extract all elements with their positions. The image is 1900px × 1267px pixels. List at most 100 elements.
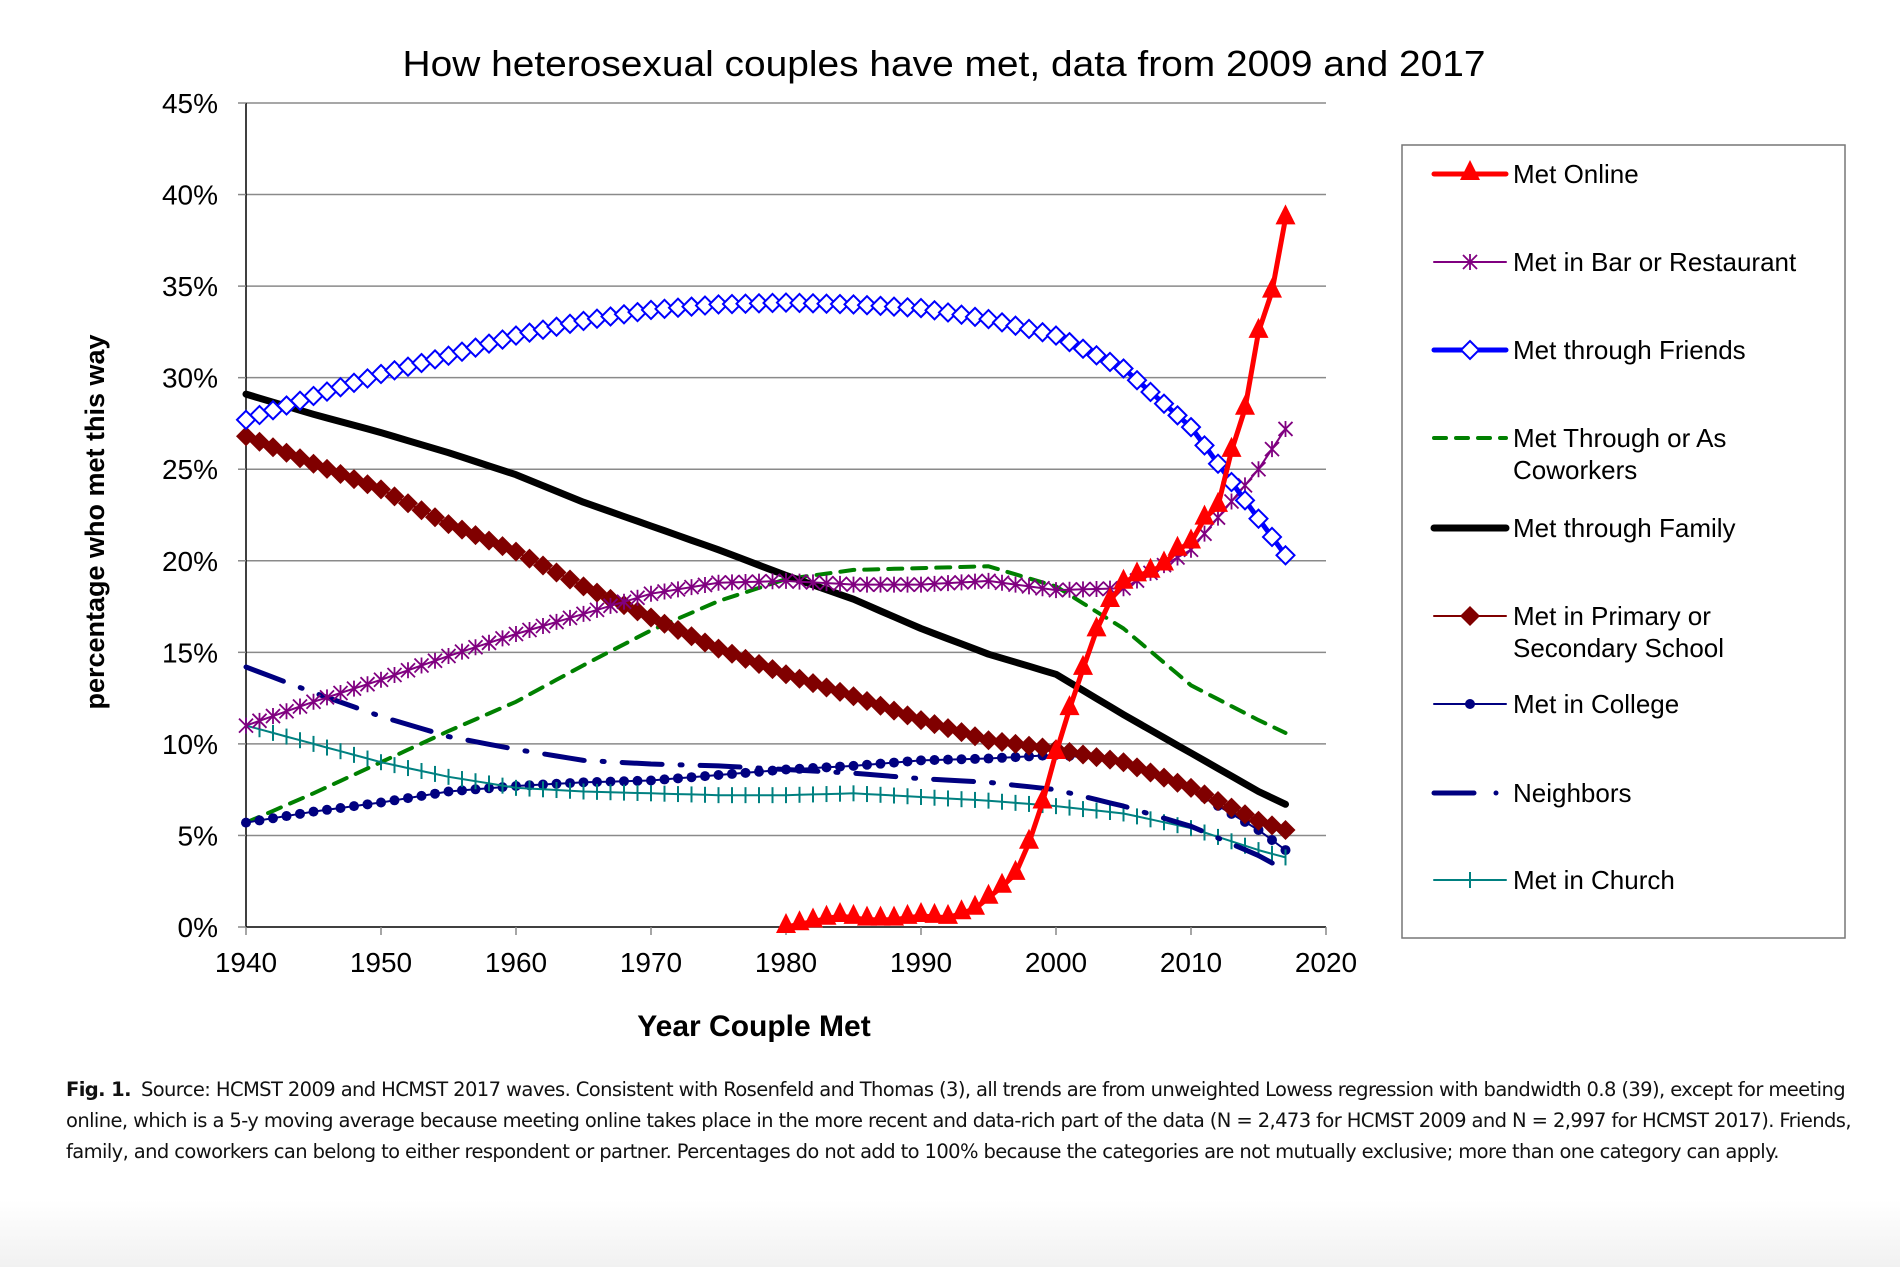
diamond-marker [1261,526,1283,548]
y-tick-label: 35% [162,271,218,302]
x-tick-label: 1960 [485,947,547,978]
asterisk-marker [940,575,956,592]
x-axis-ticks: 1940 1950 1960 1970 1980 1990 2000 2010 2020 [215,927,1357,978]
circle-marker [1010,752,1021,763]
diamond-marker [910,297,932,319]
asterisk-marker [1250,461,1267,478]
x-tick-label: 1970 [620,947,682,978]
y-tick-label: 25% [162,454,218,485]
circle-marker [443,786,454,797]
diamond-marker [398,493,418,514]
diamond-marker [924,299,945,321]
circle-marker [700,771,710,782]
series-lines [235,204,1296,933]
diamond-marker [1086,747,1107,768]
x-tick-label: 2000 [1025,947,1087,978]
circle-marker [727,768,737,779]
series-met-through-or-as-coworkers [244,564,1288,825]
circle-marker [646,775,656,786]
triangle-marker [1032,788,1053,809]
diamond-marker [964,306,986,328]
diamond-marker [1072,338,1094,360]
asterisk-marker [319,689,335,706]
asterisk-marker [1034,580,1051,597]
circle-marker [902,756,913,767]
circle-marker [362,799,373,810]
line-chart: How heterosexual couples have met, data … [80,43,1846,1043]
diamond-marker [1235,804,1255,825]
series-met-through-friends [235,292,1296,566]
circle-marker [403,793,413,804]
asterisk-marker [1061,581,1078,598]
diamond-marker [371,479,391,500]
circle-marker [349,801,359,812]
y-tick-label: 30% [162,363,218,394]
asterisk-marker [1021,578,1037,595]
series-line [245,724,1287,859]
legend-label: Met through Friends [1513,335,1746,365]
circle-marker [470,784,481,795]
triangle-marker [1208,491,1228,512]
circle-marker [686,772,697,783]
triangle-marker [830,902,850,923]
circle-marker [889,757,899,768]
asterisk-marker [1277,420,1294,437]
asterisk-marker [1223,493,1240,510]
triangle-marker [1460,160,1480,180]
legend-label: Met Through or As [1513,423,1726,453]
legend-item: Met in Church [1433,865,1675,895]
circle-marker [376,797,386,808]
circle-marker [1465,699,1475,709]
asterisk-marker [791,573,808,590]
triangle-marker [911,902,931,923]
asterisk-marker [724,574,740,591]
legend-label: Secondary School [1513,633,1724,663]
triangle-marker [1086,616,1107,637]
diamond-marker [937,302,959,323]
asterisk-marker [359,676,376,693]
asterisk-marker [265,708,281,725]
asterisk-marker [1264,441,1280,458]
asterisk-marker [1075,581,1091,598]
triangle-marker [1073,654,1093,675]
circle-marker [929,755,940,766]
legend-label: Met Online [1513,159,1639,189]
asterisk-marker [521,621,538,638]
circle-marker [389,795,400,806]
series-line [243,664,1288,873]
triangle-marker [978,883,999,904]
asterisk-marker [562,609,578,626]
circle-marker [713,770,724,781]
diamond-marker [546,562,567,583]
circle-marker [821,762,832,773]
y-tick-label: 0% [178,912,218,943]
triangle-marker [924,902,945,923]
triangle-marker [843,903,864,924]
circle-marker [430,788,440,799]
diamond-marker [992,732,1012,753]
diamond-marker [519,548,540,569]
y-tick-label: 15% [162,637,218,668]
asterisk-marker [548,613,565,630]
asterisk-marker [535,617,551,634]
triangle-marker [992,872,1012,893]
x-tick-label: 1990 [890,947,952,978]
diamond-marker [1208,791,1228,812]
series-line [244,564,1288,825]
diamond-marker [843,294,864,315]
circle-marker [268,813,278,824]
asterisk-marker [737,574,754,591]
diamond-marker [1086,344,1107,366]
asterisk-marker [508,626,524,643]
diamond-marker [1019,735,1039,756]
asterisk-marker [845,576,862,593]
x-tick-label: 2010 [1160,947,1222,978]
triangle-marker [1248,317,1269,338]
circle-marker [767,765,778,776]
series-met-online [776,204,1296,933]
asterisk-marker [413,657,430,674]
asterisk-marker [953,574,970,591]
x-tick-label: 1980 [755,947,817,978]
circle-marker [1024,751,1034,762]
diamond-marker [1045,325,1067,346]
